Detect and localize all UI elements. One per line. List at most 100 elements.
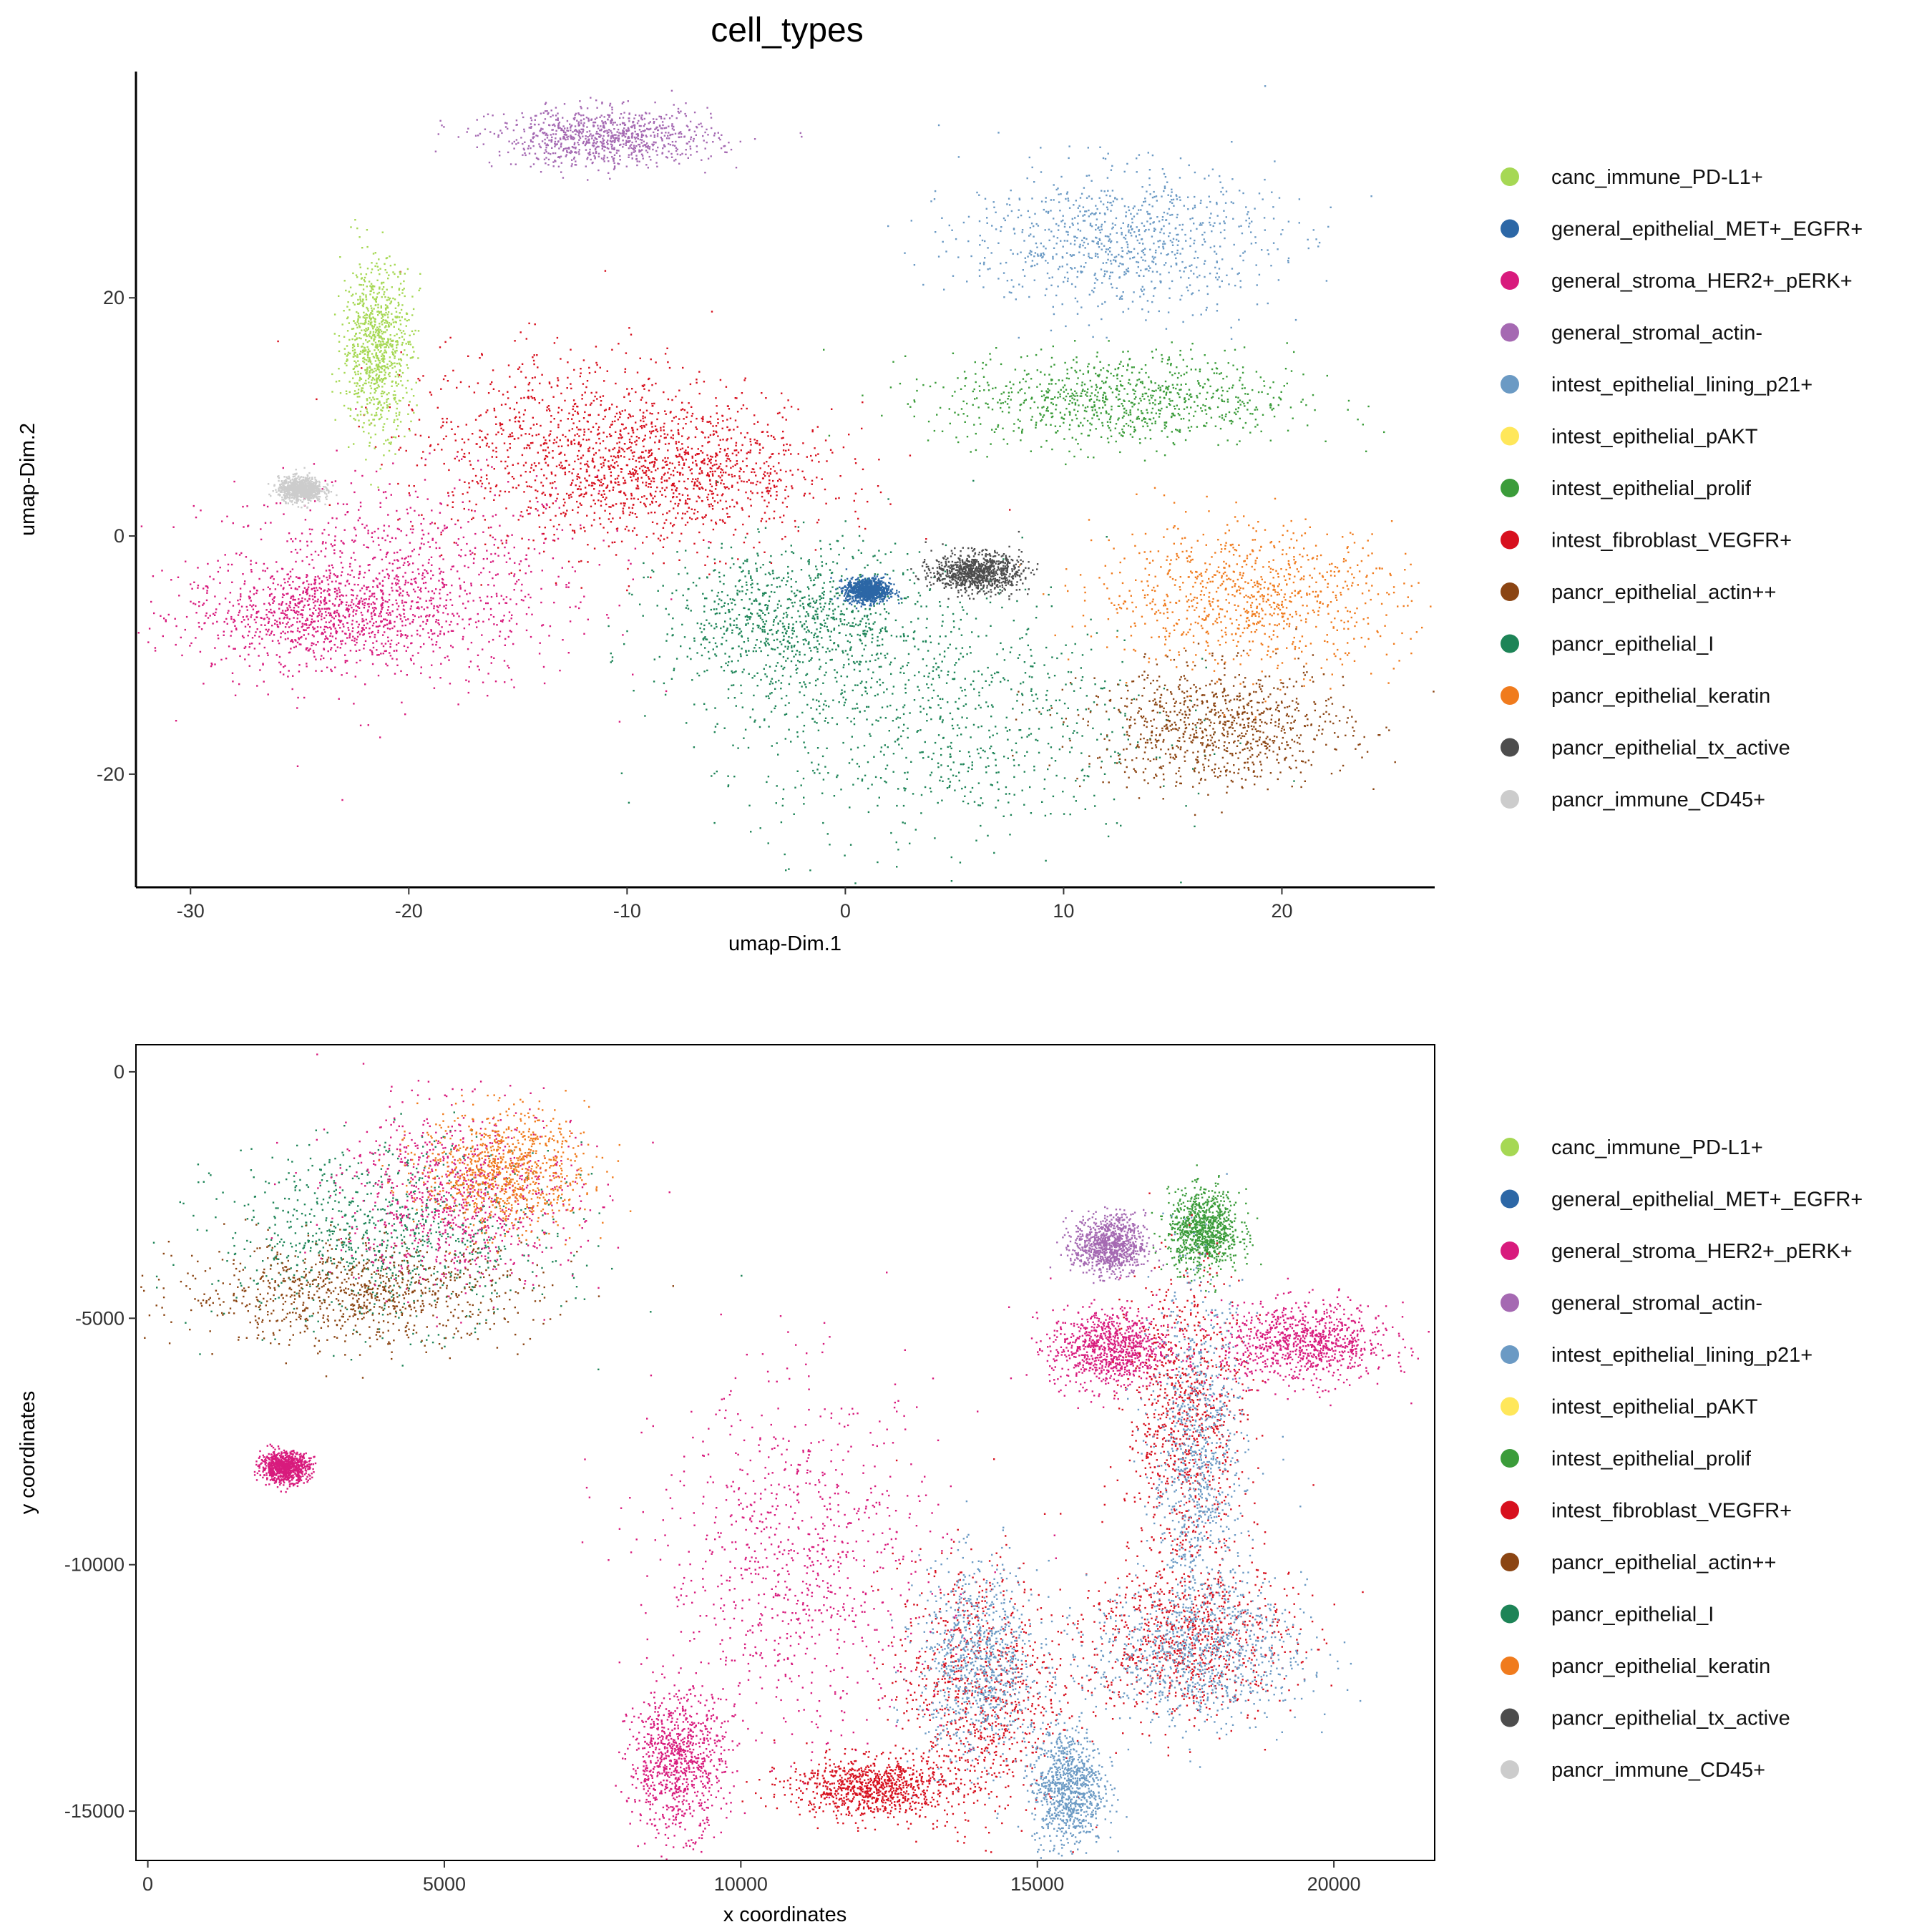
point xyxy=(206,600,208,601)
point xyxy=(512,476,513,477)
point xyxy=(361,612,362,613)
point xyxy=(335,480,336,482)
point xyxy=(667,449,668,451)
point xyxy=(381,331,382,332)
point xyxy=(756,462,757,464)
point xyxy=(407,618,409,620)
point xyxy=(730,418,731,419)
point xyxy=(449,683,451,684)
point xyxy=(404,616,405,618)
point xyxy=(675,441,677,442)
point xyxy=(313,650,314,651)
point xyxy=(369,402,371,404)
point xyxy=(394,673,396,674)
point xyxy=(329,504,331,506)
point xyxy=(412,346,414,348)
point xyxy=(602,462,604,464)
point xyxy=(589,149,590,150)
point xyxy=(375,370,376,371)
point xyxy=(324,597,326,598)
point xyxy=(588,367,590,369)
point xyxy=(550,625,551,627)
point xyxy=(716,523,717,525)
point xyxy=(384,358,385,359)
point xyxy=(691,473,693,474)
point xyxy=(557,493,558,494)
point xyxy=(665,444,666,445)
point xyxy=(504,404,506,405)
point xyxy=(618,343,619,344)
point xyxy=(404,584,406,585)
point xyxy=(396,403,398,404)
point xyxy=(621,436,623,438)
point xyxy=(411,532,413,533)
point xyxy=(255,616,257,618)
point xyxy=(308,650,309,651)
point xyxy=(410,583,411,585)
point xyxy=(657,147,658,148)
point xyxy=(369,628,370,629)
point xyxy=(229,601,230,602)
point xyxy=(722,521,723,522)
point xyxy=(384,365,385,366)
point xyxy=(369,376,370,378)
point xyxy=(392,610,394,612)
point xyxy=(444,657,446,658)
point xyxy=(638,499,639,500)
point xyxy=(512,436,513,437)
point xyxy=(396,584,397,585)
point xyxy=(472,468,474,469)
point xyxy=(230,635,231,636)
point xyxy=(320,596,321,597)
point xyxy=(560,513,562,514)
point xyxy=(356,595,358,596)
point xyxy=(365,459,366,460)
point xyxy=(668,468,670,469)
point xyxy=(429,677,431,678)
point xyxy=(569,124,570,125)
point xyxy=(394,321,396,323)
point xyxy=(376,356,378,357)
point xyxy=(501,540,502,541)
point xyxy=(499,602,500,604)
point xyxy=(727,438,728,439)
point xyxy=(366,409,367,410)
point xyxy=(389,361,390,362)
point xyxy=(518,519,519,520)
point xyxy=(538,462,540,464)
point xyxy=(555,584,557,585)
point xyxy=(607,140,608,141)
point xyxy=(652,522,653,523)
point xyxy=(386,345,388,346)
point xyxy=(384,263,385,265)
point xyxy=(703,381,705,382)
point xyxy=(218,638,219,639)
point xyxy=(835,498,836,499)
point xyxy=(454,487,455,489)
point xyxy=(375,331,376,333)
point xyxy=(279,618,280,619)
point xyxy=(532,141,533,142)
point xyxy=(282,597,283,598)
point xyxy=(384,352,385,353)
point xyxy=(670,411,671,412)
point xyxy=(361,597,362,599)
point xyxy=(706,107,708,108)
point xyxy=(248,624,249,625)
point xyxy=(545,462,547,464)
point xyxy=(589,475,590,477)
point xyxy=(421,542,422,544)
point xyxy=(357,318,358,319)
point xyxy=(353,368,355,369)
point xyxy=(789,444,791,446)
point xyxy=(326,577,327,578)
point xyxy=(328,608,329,609)
point xyxy=(587,429,589,430)
point xyxy=(272,599,273,600)
point xyxy=(626,166,628,167)
point xyxy=(396,429,397,430)
point xyxy=(421,606,422,608)
point xyxy=(530,486,532,487)
point xyxy=(439,592,440,594)
point xyxy=(360,267,361,268)
